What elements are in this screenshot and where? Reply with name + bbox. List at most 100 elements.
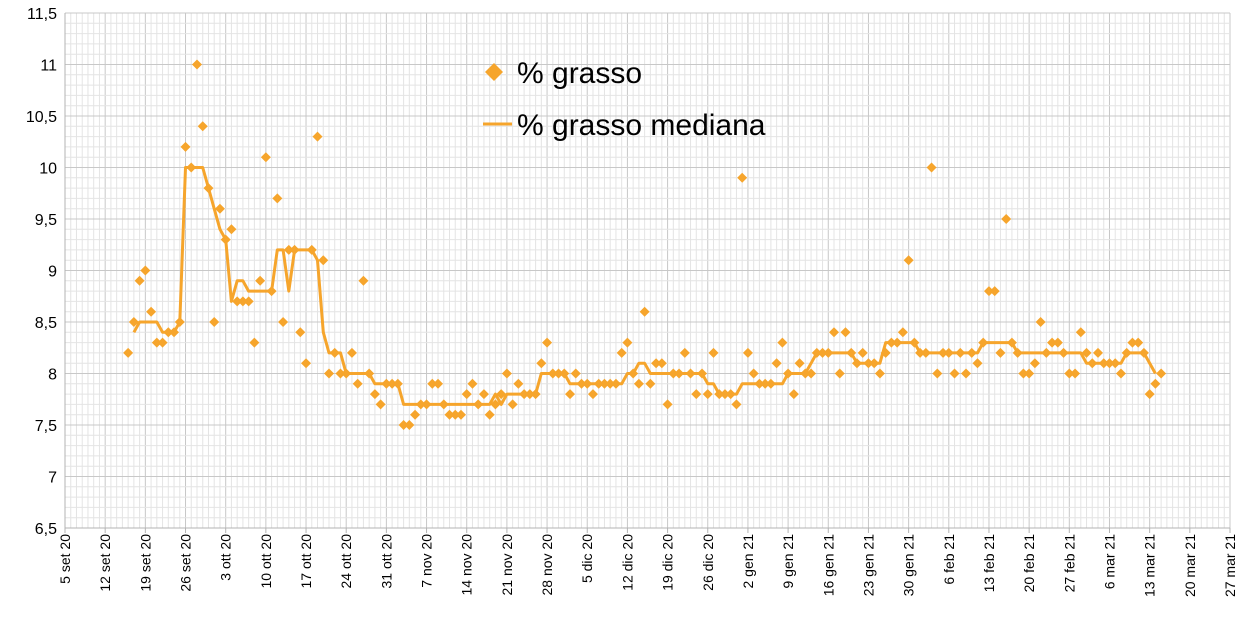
data-point-grasso (880, 347, 891, 358)
data-point-grasso (668, 368, 679, 379)
data-point-grasso (387, 378, 398, 389)
data-point-grasso (863, 358, 874, 369)
data-point-grasso (685, 368, 696, 379)
data-point-grasso (323, 368, 334, 379)
data-point-grasso (840, 327, 851, 338)
data-point-grasso (444, 409, 455, 420)
x-tick-label: 7 nov 20 (419, 534, 435, 588)
data-point-grasso (714, 389, 725, 400)
data-point-grasso (1087, 358, 1098, 369)
legend-label-grasso: % grasso (517, 57, 642, 90)
data-point-grasso (989, 286, 1000, 297)
data-point-grasso (783, 368, 794, 379)
data-point-grasso (697, 368, 708, 379)
data-point-grasso (909, 337, 920, 348)
data-point-grasso (599, 378, 610, 389)
data-point-grasso (725, 389, 736, 400)
legend-marker-diamond-icon (485, 63, 503, 81)
data-point-grasso (255, 275, 266, 286)
data-point-grasso (1093, 347, 1104, 358)
data-point-grasso (1081, 347, 1092, 358)
data-point-grasso (897, 327, 908, 338)
y-tick-label: 9 (48, 264, 57, 281)
data-point-grasso (1150, 378, 1161, 389)
data-point-grasso (559, 368, 570, 379)
x-tick-label: 13 mar 21 (1142, 534, 1158, 597)
data-point-grasso (811, 347, 822, 358)
data-point-grasso (1156, 368, 1167, 379)
data-point-grasso (1075, 327, 1086, 338)
data-point-grasso (1070, 368, 1081, 379)
data-point-grasso (536, 358, 547, 369)
data-point-grasso (869, 358, 880, 369)
data-point-grasso (995, 347, 1006, 358)
data-point-grasso (570, 368, 581, 379)
data-point-grasso (134, 275, 145, 286)
data-point-grasso (656, 358, 667, 369)
data-point-grasso (565, 389, 576, 400)
x-tick-label: 20 feb 21 (1021, 534, 1037, 593)
data-point-grasso (771, 358, 782, 369)
data-point-grasso (605, 378, 616, 389)
data-point-grasso (961, 368, 972, 379)
data-point-grasso (1001, 214, 1012, 224)
data-point-grasso (513, 378, 524, 389)
x-tick-label: 2 gen 21 (740, 534, 756, 589)
data-point-grasso (760, 378, 771, 389)
data-point-grasso (140, 265, 151, 276)
y-tick-label: 11,5 (27, 6, 57, 23)
data-point-grasso (834, 368, 845, 379)
data-point-grasso (742, 347, 753, 358)
data-point-grasso (972, 358, 983, 369)
x-tick-label: 14 nov 20 (459, 534, 475, 596)
data-point-grasso (851, 358, 862, 369)
data-point-grasso (633, 378, 644, 389)
data-point-grasso (966, 347, 977, 358)
data-point-grasso (903, 255, 914, 266)
legend-label-mediana: % grasso mediana (517, 109, 766, 142)
data-point-grasso (857, 347, 868, 358)
data-point-grasso (341, 368, 352, 379)
data-point-grasso (794, 358, 805, 369)
data-point-grasso (375, 399, 386, 410)
data-point-grasso (823, 347, 834, 358)
x-tick-label: 20 mar 21 (1182, 534, 1198, 597)
x-tick-labels: 5 set 20 12 set 20 19 set 20 26 set 20 3 ott… (57, 528, 1238, 597)
data-point-grasso (892, 337, 903, 348)
data-point-grasso (203, 183, 214, 194)
data-point-grasso (1041, 347, 1052, 358)
data-point-grasso (576, 378, 587, 389)
data-point-grasso (364, 368, 375, 379)
data-point-grasso (593, 378, 604, 389)
x-tick-label: 19 set 20 (137, 534, 153, 592)
data-point-grasso (938, 347, 949, 358)
data-point-grasso (610, 378, 621, 389)
data-point-grasso (174, 317, 185, 327)
data-point-grasso (415, 399, 426, 410)
data-point-grasso (128, 317, 139, 327)
data-point-grasso (421, 399, 432, 410)
data-point-grasso (920, 347, 931, 358)
data-point-grasso (582, 378, 593, 389)
data-point-grasso (674, 368, 685, 379)
data-point-grasso (301, 358, 312, 369)
data-point-grasso (243, 296, 254, 307)
data-point-grasso (708, 347, 719, 358)
data-point-grasso (530, 389, 541, 400)
data-point-grasso (249, 337, 260, 348)
data-point-grasso (1104, 358, 1115, 369)
data-point-grasso (433, 378, 444, 389)
data-point-grasso (886, 337, 897, 348)
data-point-grasso (949, 368, 960, 379)
data-point-grasso (197, 121, 208, 132)
data-point-grasso (392, 378, 403, 389)
data-point-grasso (151, 337, 162, 348)
data-point-grasso (817, 347, 828, 358)
data-point-grasso (478, 389, 489, 400)
x-tick-label: 6 mar 21 (1101, 534, 1117, 589)
legend: % grasso % grasso mediana (483, 57, 766, 142)
data-point-grasso (369, 389, 380, 400)
data-point-grasso (438, 399, 449, 410)
data-point-grasso (754, 378, 765, 389)
data-point-grasso (1012, 347, 1023, 358)
